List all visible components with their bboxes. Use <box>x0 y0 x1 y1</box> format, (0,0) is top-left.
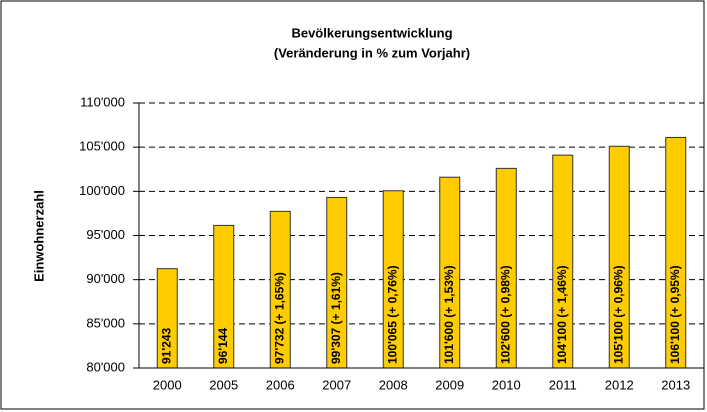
x-tick-label: 2011 <box>549 377 577 392</box>
value-label: 100'065 (+ 0,76%) <box>385 265 399 364</box>
value-label: 102'600 (+ 0,98%) <box>498 265 512 364</box>
y-axis-label: Einwohnerzahl <box>31 190 46 282</box>
x-tick-label: 2010 <box>492 377 521 392</box>
x-tick-label: 2008 <box>379 377 408 392</box>
x-tick-label: 2012 <box>605 377 634 392</box>
x-tick-label: 2007 <box>322 377 351 392</box>
value-label: 101'600 (+ 1,53%) <box>442 265 456 364</box>
y-tick-label: 100'000 <box>79 183 125 198</box>
y-tick-label: 90'000 <box>86 271 125 286</box>
x-tick-label: 2009 <box>435 377 464 392</box>
x-tick-label: 2005 <box>209 377 238 392</box>
y-tick-label: 110'000 <box>80 94 125 109</box>
value-label: 99'307 (+ 1,61%) <box>329 272 343 364</box>
y-tick-label: 85'000 <box>86 315 125 330</box>
value-label: 106'100 (+ 0,95%) <box>668 265 682 364</box>
value-label: 97'732 (+ 1,65%) <box>272 272 286 364</box>
y-tick-label: 105'000 <box>79 139 125 154</box>
chart-subtitle: (Veränderung in % zum Vorjahr) <box>274 45 470 60</box>
x-tick-label: 2013 <box>661 377 690 392</box>
x-tick-label: 2000 <box>153 377 182 392</box>
y-tick-label: 80'000 <box>86 359 125 374</box>
value-label: 91'243 <box>159 327 173 364</box>
value-label: 104'100 (+ 1,46%) <box>555 265 569 364</box>
chart-title: Bevölkerungsentwicklung <box>291 25 452 40</box>
x-tick-label: 2006 <box>266 377 295 392</box>
value-label: 105'100 (+ 0,96%) <box>611 265 625 364</box>
y-tick-label: 95'000 <box>86 227 125 242</box>
value-label: 96'144 <box>216 327 230 364</box>
